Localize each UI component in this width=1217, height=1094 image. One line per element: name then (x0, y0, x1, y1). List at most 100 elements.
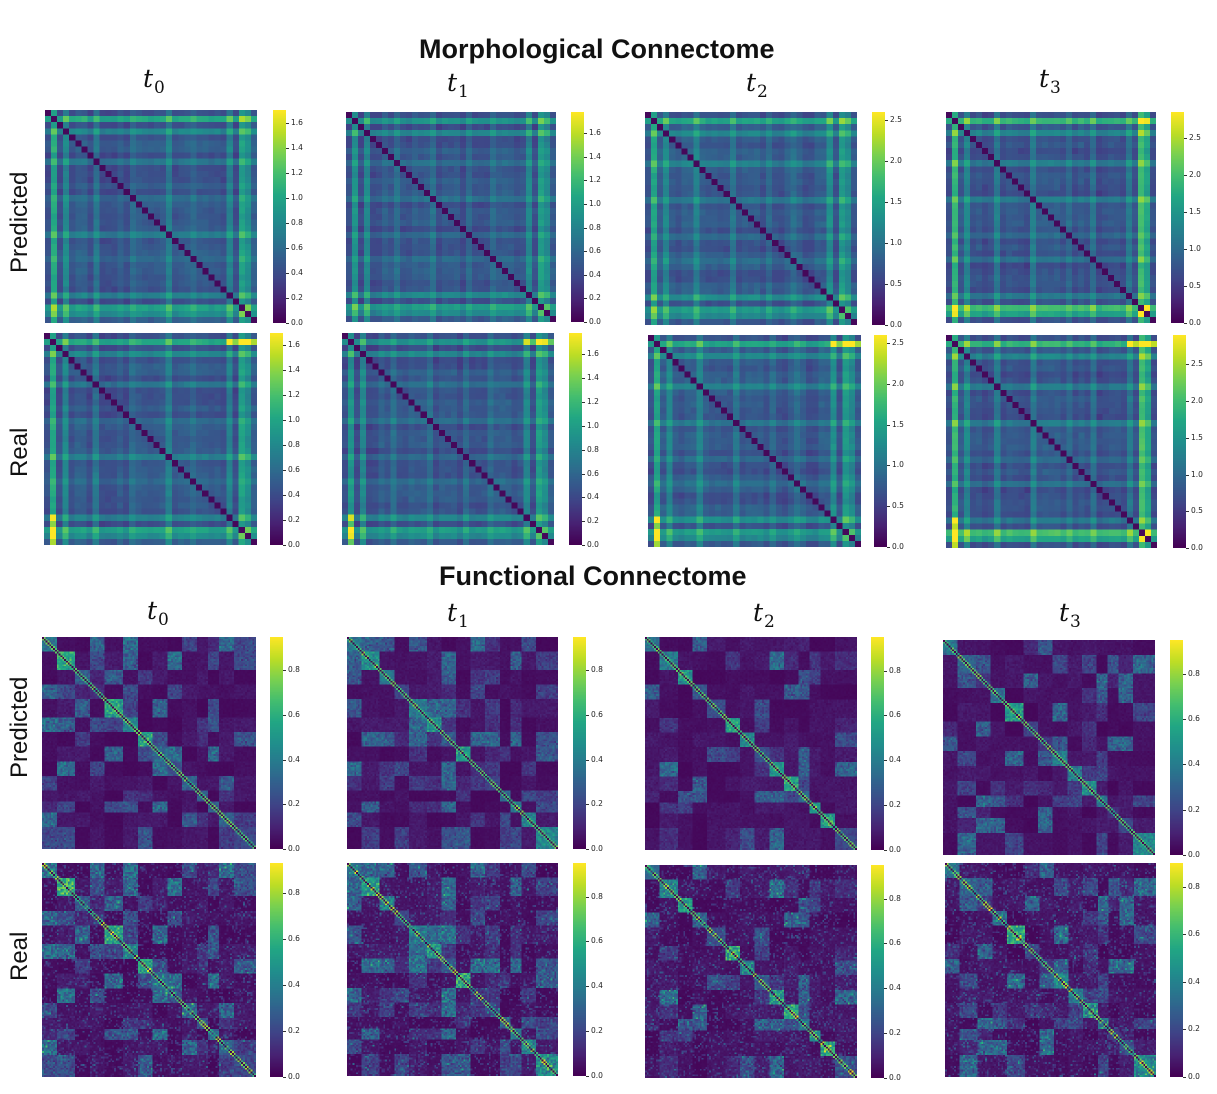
colorbar-tick-mark (584, 180, 587, 181)
heatmap-matrix (946, 335, 1157, 548)
colorbar-tick-label: 0.0 (288, 1072, 300, 1081)
colorbar-tick-label: 0.8 (889, 666, 901, 675)
functional-title: Functional Connectome (439, 561, 747, 591)
colorbar-tick-label: 0.0 (591, 844, 603, 853)
colorbar-tick-mark (586, 715, 589, 716)
colorbar-tick-label: 0.8 (291, 218, 303, 227)
heatmap-matrix (44, 333, 257, 545)
colorbar (569, 333, 582, 545)
colorbar-tick-mark (286, 123, 289, 124)
time-label-t2-func: t2 (753, 598, 775, 632)
colorbar-tick-label: 0.8 (1188, 669, 1200, 678)
colorbar-tick-label: 0.4 (288, 755, 300, 764)
colorbar-tick-label: 1.4 (587, 373, 599, 382)
colorbar-tick-label: 0.6 (288, 465, 300, 474)
colorbar-tick-label: 1.0 (1189, 244, 1201, 253)
colorbar-tick-label: 1.0 (288, 415, 300, 424)
colorbar-tick-mark (1186, 511, 1189, 512)
row-label-predicted-func: Predicted (6, 676, 33, 778)
colorbar-tick-mark (1184, 138, 1187, 139)
colorbar-tick-label: 1.0 (892, 460, 904, 469)
colorbar-tick-label: 1.2 (587, 397, 599, 406)
colorbar-tick-mark (1186, 548, 1189, 549)
heatmap-matrix (648, 335, 861, 547)
colorbar-tick-label: 0.2 (288, 1026, 300, 1035)
colorbar-tick-mark (1183, 855, 1186, 856)
colorbar (871, 865, 884, 1078)
row-label-predicted-morph: Predicted (6, 171, 33, 273)
colorbar-tick-label: 0.0 (288, 540, 300, 549)
colorbar-tick-mark (286, 273, 289, 274)
colorbar-tick-label: 0.8 (589, 223, 601, 232)
colorbar-tick-label: 0.6 (288, 934, 300, 943)
colorbar-tick-label: 0.6 (587, 469, 599, 478)
colorbar-tick-mark (1186, 401, 1189, 402)
colorbar-tick-label: 0.2 (591, 1026, 603, 1035)
colorbar-tick-label: 0.4 (288, 980, 300, 989)
colorbar-tick-label: 1.6 (291, 118, 303, 127)
colorbar-tick-mark (286, 323, 289, 324)
colorbar-tick-label: 1.4 (589, 152, 601, 161)
colorbar-tick-mark (1184, 212, 1187, 213)
colorbar-tick-mark (586, 1031, 589, 1032)
heatmap-matrix (645, 865, 857, 1078)
colorbar-tick-label: 0.0 (1188, 1072, 1200, 1081)
colorbar-tick-mark (584, 251, 587, 252)
colorbar-tick-label: 0.4 (1188, 977, 1200, 986)
colorbar-tick-mark (584, 204, 587, 205)
heatmap-matrix (645, 112, 857, 325)
colorbar-tick-mark (283, 1077, 286, 1078)
colorbar-tick-mark (586, 760, 589, 761)
colorbar-tick-mark (885, 284, 888, 285)
colorbar-tick-label: 0.8 (591, 892, 603, 901)
colorbar-tick-label: 0.8 (889, 894, 901, 903)
colorbar-tick-mark (584, 322, 587, 323)
colorbar-tick-label: 1.0 (1191, 470, 1203, 479)
colorbar-tick-label: 0.8 (288, 665, 300, 674)
colorbar-tick-mark (885, 120, 888, 121)
colorbar-tick-label: 1.6 (288, 340, 300, 349)
colorbar-tick-mark (884, 1033, 887, 1034)
colorbar-tick-label: 0.0 (288, 844, 300, 853)
colorbar-tick-mark (1183, 810, 1186, 811)
heatmap-matrix (943, 640, 1155, 855)
morphological-title: Morphological Connectome (419, 34, 775, 64)
colorbar-tick-mark (582, 474, 585, 475)
colorbar-tick-mark (1184, 175, 1187, 176)
colorbar-tick-label: 0.2 (589, 293, 601, 302)
colorbar-tick-label: 1.2 (288, 390, 300, 399)
colorbar-tick-mark (582, 354, 585, 355)
colorbar-tick-label: 0.2 (288, 515, 300, 524)
colorbar-tick-label: 0.8 (591, 665, 603, 674)
colorbar-tick-label: 0.0 (889, 845, 901, 854)
colorbar-tick-mark (582, 402, 585, 403)
colorbar-tick-label: 0.6 (889, 938, 901, 947)
colorbar-tick-mark (885, 202, 888, 203)
colorbar-tick-mark (283, 985, 286, 986)
colorbar (573, 863, 586, 1076)
colorbar-tick-label: 0.4 (587, 492, 599, 501)
colorbar (871, 637, 884, 850)
colorbar-tick-label: 0.8 (587, 445, 599, 454)
colorbar-tick-mark (286, 198, 289, 199)
heatmap-matrix (42, 637, 256, 849)
colorbar-tick-mark (584, 133, 587, 134)
colorbar-tick-mark (1183, 674, 1186, 675)
colorbar-tick-mark (586, 986, 589, 987)
colorbar-tick-mark (283, 545, 286, 546)
colorbar-tick-label: 1.4 (291, 143, 303, 152)
colorbar-tick-label: 1.0 (291, 193, 303, 202)
colorbar (273, 110, 286, 323)
colorbar-tick-label: 1.5 (1189, 207, 1201, 216)
colorbar-tick-label: 0.2 (291, 293, 303, 302)
colorbar-tick-label: 2.5 (1189, 133, 1201, 142)
heatmap-matrix (645, 637, 857, 850)
colorbar-tick-mark (586, 941, 589, 942)
row-label-real-func: Real (6, 931, 33, 981)
colorbar-tick-label: 0.4 (1188, 759, 1200, 768)
colorbar-tick-mark (582, 497, 585, 498)
colorbar-tick-label: 0.4 (291, 268, 303, 277)
colorbar-tick-mark (884, 899, 887, 900)
time-label-t2-morph: t2 (746, 68, 768, 102)
colorbar-tick-label: 0.0 (892, 542, 904, 551)
